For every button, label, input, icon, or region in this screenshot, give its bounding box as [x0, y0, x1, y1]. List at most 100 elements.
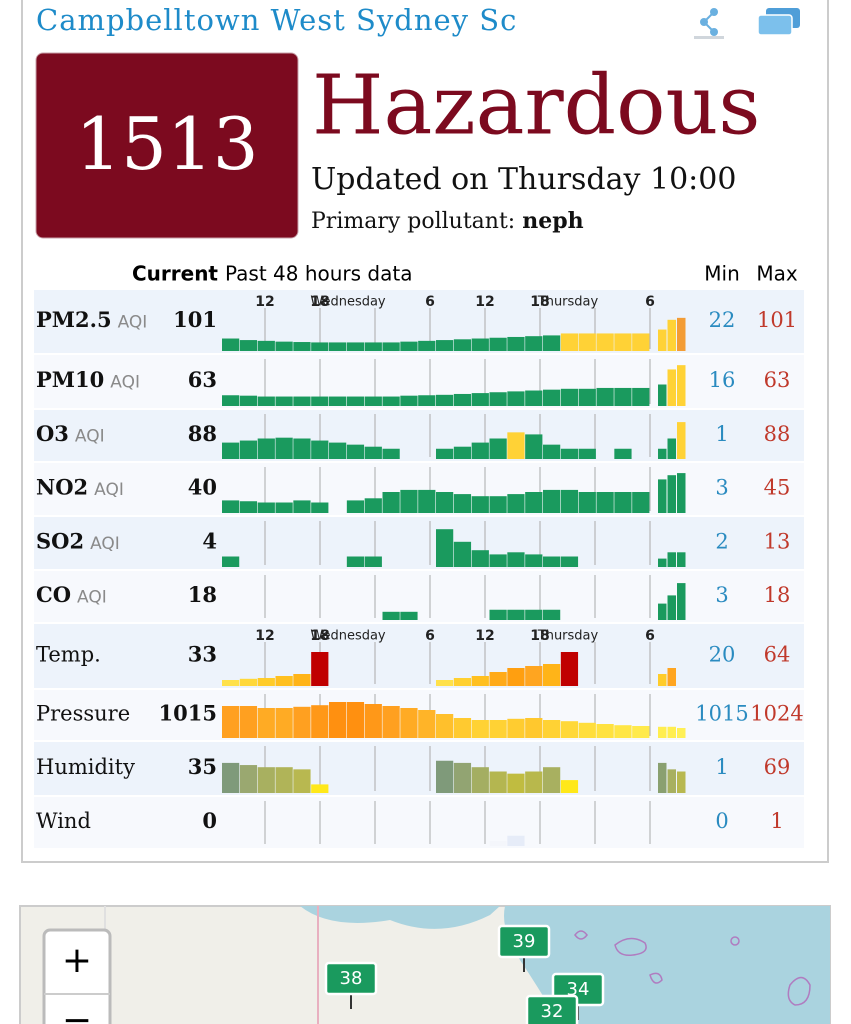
history-bar — [489, 438, 507, 459]
history-bar — [489, 609, 507, 620]
history-bar — [436, 492, 454, 513]
history-bar — [507, 773, 525, 793]
recent-bar — [667, 668, 676, 686]
row-name: O3 — [36, 421, 69, 446]
current-value: 33 — [188, 642, 217, 667]
history-bar — [364, 396, 382, 406]
zoom-out[interactable]: − — [62, 1000, 92, 1024]
time-label: 6 — [425, 628, 435, 644]
min-value: 3 — [715, 583, 728, 607]
recent-bar — [677, 771, 686, 793]
row-background — [34, 410, 804, 461]
history-bar — [329, 702, 347, 738]
min-value: 16 — [709, 368, 736, 392]
history-bar — [489, 720, 507, 738]
history-bar — [453, 541, 472, 567]
history-bar — [364, 446, 382, 459]
aqi-box — [35, 52, 299, 239]
row-background — [34, 742, 804, 795]
time-label: Thursday — [537, 295, 599, 310]
station-marker[interactable]: 32 — [525, 994, 579, 1024]
history-bar — [275, 676, 293, 686]
history-bar — [507, 494, 525, 513]
history-bar — [293, 674, 311, 686]
recent-bar — [667, 552, 676, 567]
time-label: 18 — [310, 294, 329, 310]
station-marker[interactable]: 38 — [324, 961, 378, 1009]
history-bar — [293, 438, 311, 459]
time-label: 6 — [645, 294, 655, 310]
history-bar — [222, 680, 240, 686]
min-value: 20 — [709, 643, 736, 667]
history-bar — [239, 765, 258, 793]
pollutant-line: Primary pollutant: neph — [311, 208, 584, 234]
history-bar — [346, 396, 365, 406]
history-bar — [257, 502, 275, 513]
history-bar — [614, 725, 632, 738]
history-bar — [257, 767, 275, 793]
history-bar — [364, 704, 382, 738]
history-bar — [239, 678, 258, 686]
max-value: 64 — [764, 643, 791, 667]
history-bar — [257, 340, 275, 351]
layers-icon[interactable] — [757, 8, 800, 36]
history-bar — [507, 336, 525, 351]
zoom-in[interactable]: + — [62, 940, 92, 981]
history-bar — [525, 554, 543, 567]
map[interactable] — [19, 905, 831, 1024]
zoom-control: + − — [42, 928, 112, 1024]
history-bar — [382, 492, 400, 513]
history-bar — [400, 489, 418, 513]
history-bar — [436, 760, 454, 793]
min-header: Min — [704, 262, 740, 286]
history-bar — [471, 338, 489, 351]
history-bar — [418, 395, 436, 406]
row-name: Humidity — [36, 755, 135, 779]
history-bar — [382, 448, 400, 459]
history-bar — [596, 724, 614, 738]
max-value: 1 — [770, 809, 783, 833]
history-bar — [507, 552, 525, 567]
history-bar — [543, 335, 561, 351]
history-bar — [471, 720, 489, 738]
history-bar — [275, 708, 293, 738]
history-bar — [275, 396, 293, 406]
history-bar — [222, 500, 240, 513]
time-label: 18 — [310, 628, 329, 644]
row-name: PM10 — [36, 367, 104, 392]
time-label: 6 — [645, 628, 655, 644]
marker-badge — [324, 961, 378, 996]
history-bar — [578, 333, 596, 351]
history-bar — [471, 676, 489, 686]
time-label: 18 — [530, 294, 549, 310]
time-label: 12 — [255, 294, 274, 310]
history-bar — [543, 609, 561, 620]
recent-bar — [667, 475, 676, 513]
history-bar — [382, 706, 400, 738]
history-bar — [222, 706, 240, 738]
history-bar — [578, 448, 596, 459]
history-bar — [507, 609, 525, 620]
time-label: Wednesday — [310, 629, 386, 644]
current-value: 101 — [173, 307, 217, 332]
recent-bar — [677, 473, 686, 513]
row-name: NO2 — [36, 475, 88, 500]
history-bar — [489, 554, 507, 567]
marker-label: 38 — [340, 968, 363, 989]
history-bar — [311, 396, 329, 406]
history-bar — [239, 440, 258, 459]
recent-bar — [677, 317, 686, 351]
row-background — [34, 624, 804, 688]
history-bar — [329, 396, 347, 406]
share-icon[interactable] — [694, 8, 724, 39]
station-marker[interactable]: 39 — [497, 924, 551, 972]
history-bar — [382, 611, 400, 620]
station-title[interactable]: Campbelltown West Sydney Sc — [36, 3, 517, 37]
max-value: 69 — [764, 755, 791, 779]
recent-bar — [658, 726, 667, 738]
history-bar — [525, 434, 543, 459]
time-label: 12 — [475, 294, 494, 310]
history-bar — [418, 489, 436, 513]
history-bar — [222, 338, 240, 351]
row-name: Wind — [36, 809, 91, 833]
